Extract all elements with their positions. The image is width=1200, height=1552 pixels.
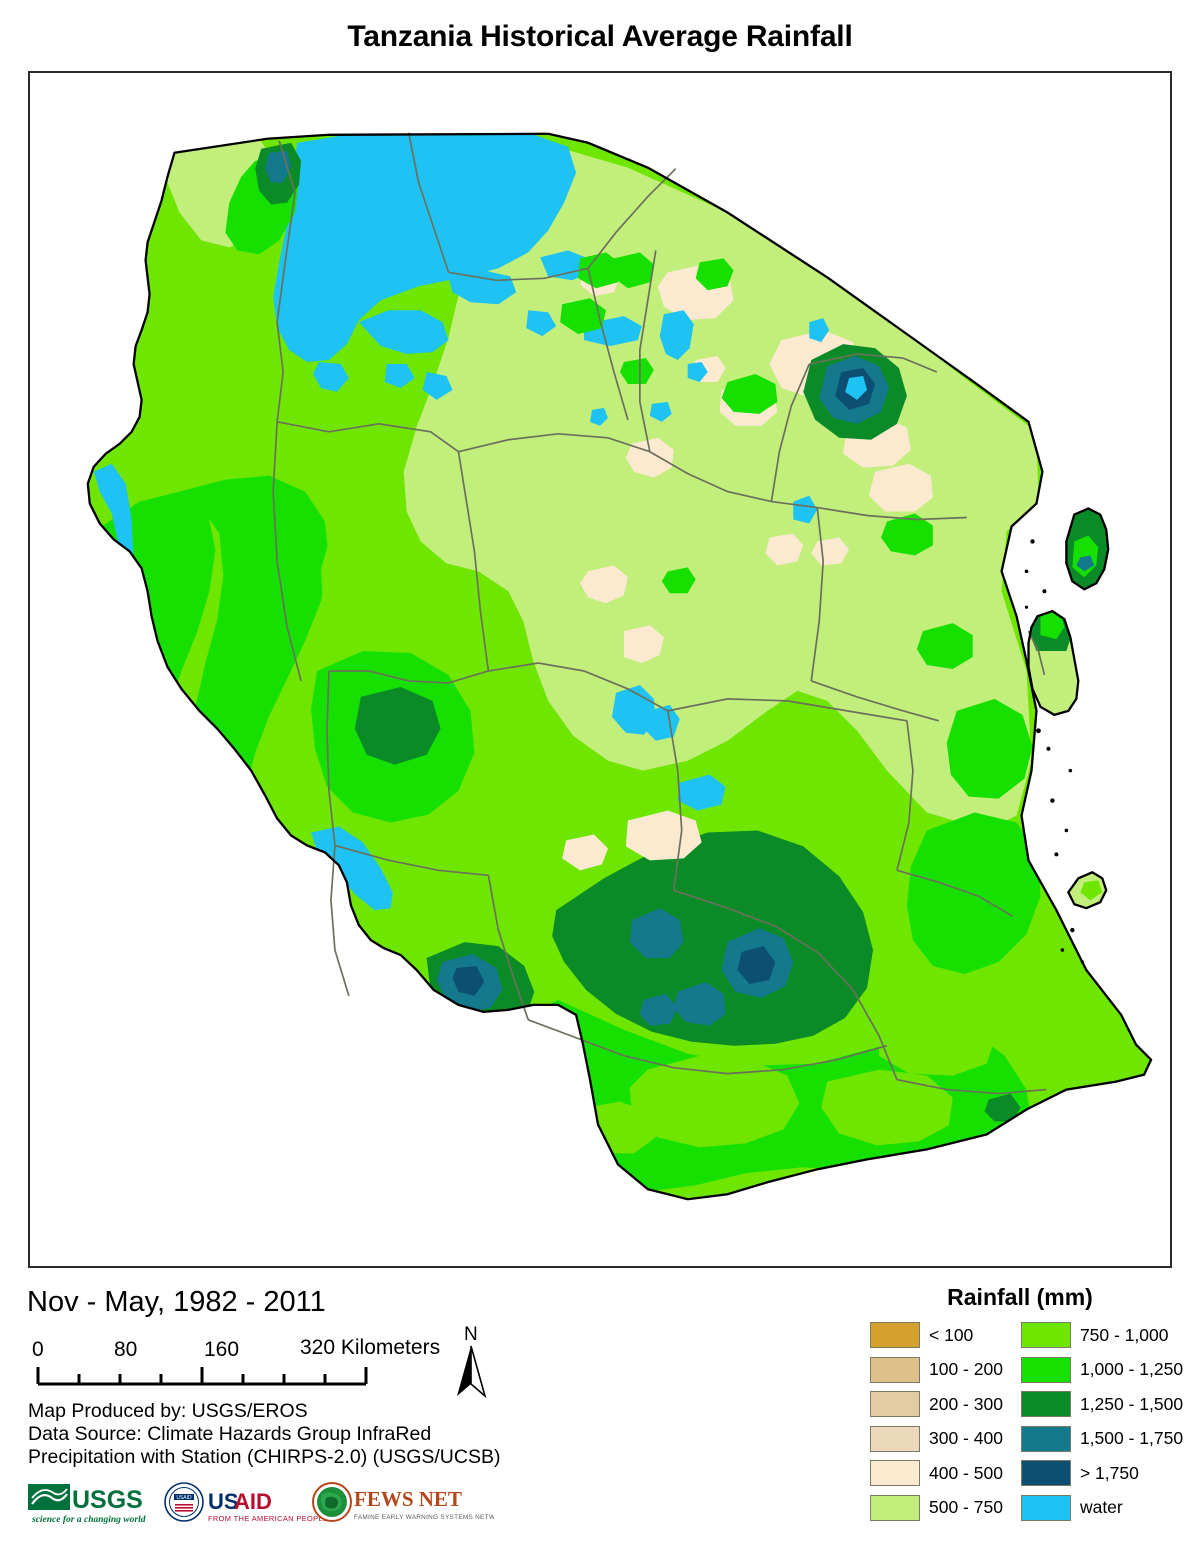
legend-item: 1,500 - 1,750 — [1020, 1425, 1184, 1453]
coastal-islets — [1024, 539, 1084, 964]
legend-swatch — [1020, 1460, 1071, 1486]
scale-bar-axis — [36, 1367, 368, 1386]
legend-label: 100 - 200 — [929, 1359, 1003, 1379]
usaid-tagline: FROM THE AMERICAN PEOPLE — [208, 1514, 328, 1523]
legend-item: > 1,750 — [1020, 1459, 1183, 1487]
scale-tick-0: 0 — [32, 1338, 44, 1361]
credits-block: Map Produced by: USGS/EROS Data Source: … — [28, 1400, 500, 1469]
fews-net-wordmark: FEWS NET — [354, 1487, 462, 1511]
period-label: Nov - May, 1982 - 2011 — [27, 1286, 326, 1318]
legend-label: 1,000 - 1,250 — [1079, 1359, 1184, 1379]
scale-units-label: 320 Kilometers — [300, 1336, 441, 1359]
credit-line-producer: Map Produced by: USGS/EROS — [28, 1400, 308, 1422]
legend-label: 750 - 1,000 — [1079, 1324, 1169, 1345]
legend-swatch — [1020, 1356, 1071, 1383]
fews-net-tagline: FAMINE EARLY WARNING SYSTEMS NETWORK — [354, 1514, 494, 1521]
credit-line-source-2: Precipitation with Station (CHIRPS-2.0) … — [28, 1446, 501, 1468]
svg-text:USAID: USAID — [176, 1495, 192, 1501]
legend-item: 750 - 1,000 — [1020, 1321, 1183, 1349]
usaid-logo: USAID US AID FROM THE AMERICAN PEOPLE — [164, 1482, 328, 1523]
legend-item: 300 - 400 — [870, 1425, 1003, 1453]
logo-strip: USGS science for a changing world USAID … — [24, 1478, 494, 1536]
usaid-wordmark-us: US — [208, 1489, 239, 1514]
credit-line-source-1: Data Source: Climate Hazards Group Infra… — [28, 1423, 432, 1445]
legend-swatch — [870, 1494, 920, 1521]
usgs-tagline: science for a changing world — [31, 1515, 146, 1525]
scale-bar: 0 80 160 — [28, 1334, 448, 1396]
legend-label: < 100 — [929, 1324, 974, 1345]
usgs-logo: USGS science for a changing world — [28, 1484, 146, 1525]
legend-swatch — [1020, 1322, 1071, 1348]
legend-item: 500 - 750 — [870, 1494, 1003, 1522]
usgs-wordmark: USGS — [72, 1486, 143, 1514]
legend-label: 300 - 400 — [929, 1428, 1003, 1448]
legend-label: water — [1079, 1497, 1123, 1517]
legend-swatch — [1020, 1425, 1071, 1452]
legend-swatch — [870, 1322, 920, 1348]
legend-item: < 100 — [870, 1321, 1003, 1349]
legend-label: 200 - 300 — [929, 1393, 1003, 1414]
legend-item: 100 - 200 — [870, 1356, 1003, 1384]
page-title: Tanzania Historical Average Rainfall — [347, 20, 853, 53]
legend-title: Rainfall (mm) — [947, 1284, 1093, 1310]
usaid-wordmark-aid: AID — [234, 1489, 272, 1514]
legend-swatch — [870, 1460, 920, 1486]
island-unguja-zanzibar — [1028, 611, 1079, 715]
rainfall-choropleth-map — [86, 132, 1153, 1201]
north-arrow: N — [448, 1322, 494, 1406]
legend-label: 1,500 - 1,750 — [1079, 1428, 1184, 1448]
legend-item: 400 - 500 — [870, 1459, 1003, 1487]
legend-swatch — [1020, 1391, 1071, 1417]
legend-item: 1,000 - 1,250 — [1020, 1356, 1184, 1384]
map-frame — [28, 71, 1172, 1268]
legend-label: > 1,750 — [1079, 1462, 1139, 1483]
scale-tick-160: 160 — [204, 1338, 239, 1361]
legend-label: 500 - 750 — [929, 1497, 1003, 1517]
legend-item: water — [1020, 1494, 1183, 1522]
legend: Rainfall (mm) < 100 100 - 200 200 - 300 … — [870, 1284, 1183, 1552]
legend-swatch — [1020, 1494, 1071, 1521]
legend-item: 200 - 300 — [870, 1390, 1003, 1418]
admin-boundaries — [272, 132, 1047, 1095]
legend-swatch — [870, 1425, 920, 1452]
legend-label: 400 - 500 — [929, 1462, 1003, 1483]
legend-swatch — [870, 1356, 920, 1383]
north-arrow-label: N — [464, 1324, 478, 1345]
national-border — [86, 132, 1153, 1201]
legend-column-low: < 100 100 - 200 200 - 300 300 - 400 400 … — [870, 1321, 1003, 1522]
fews-net-logo: FEWS NET FAMINE EARLY WARNING SYSTEMS NE… — [312, 1482, 494, 1522]
legend-column-high: 750 - 1,000 1,000 - 1,250 1,250 - 1,500 … — [1020, 1321, 1184, 1522]
legend-label: 1,250 - 1,500 — [1079, 1393, 1184, 1414]
legend-item: 1,250 - 1,500 — [1020, 1390, 1184, 1418]
scale-tick-80: 80 — [114, 1338, 137, 1361]
legend-swatch — [870, 1391, 920, 1417]
